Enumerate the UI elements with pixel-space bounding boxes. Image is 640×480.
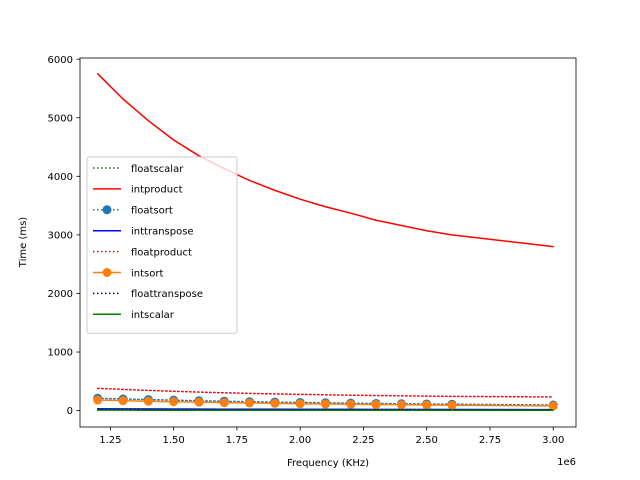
data-point-intsort-11 [371, 400, 381, 410]
legend-item-intscalar: intscalar [93, 310, 175, 321]
data-point-intsort-12 [396, 400, 406, 410]
legend-label-floattranspose: floattranspose [131, 289, 203, 300]
series-floatproduct [96, 387, 554, 398]
y-tick-label: 0 [67, 406, 73, 417]
legend-marker-intsort [102, 268, 112, 277]
legend-item-floatproduct: floatproduct [93, 247, 192, 258]
legend-label-intproduct: intproduct [131, 185, 183, 196]
series-line-intproduct [96, 73, 554, 248]
data-point-intsort-3 [169, 397, 179, 407]
x-tick-label: 2.50 [416, 435, 438, 446]
legend-item-floatscalar: floatscalar [93, 164, 184, 175]
x-tick-label: 1.75 [226, 435, 248, 446]
series-layer [93, 73, 558, 412]
legend-item-inttranspose: inttranspose [93, 227, 194, 238]
data-point-intsort-9 [320, 399, 330, 409]
y-axis: 0 1000 2000 3000 4000 5000 6000 [48, 55, 80, 417]
series-intsort [93, 395, 558, 411]
x-tick-label: 2.25 [352, 435, 374, 446]
legend-label-floatsort: floatsort [131, 206, 173, 217]
legend-item-intproduct: intproduct [93, 185, 183, 196]
legend-label-intscalar: intscalar [131, 310, 175, 321]
legend-label-intsort: intsort [131, 268, 163, 279]
data-point-intsort-5 [219, 398, 229, 408]
y-tick-label: 1000 [48, 348, 73, 359]
x-tick-label: 1.25 [99, 435, 121, 446]
legend-label-floatproduct: floatproduct [131, 247, 192, 258]
data-point-intsort-4 [194, 397, 204, 407]
y-tick-label: 4000 [48, 172, 73, 183]
legend-item-floatsort: floatsort [93, 205, 173, 217]
y-axis-label: Time (ms) [18, 217, 29, 269]
x-axis-offset-label: 1e6 [557, 457, 576, 468]
x-tick-label: 3.00 [542, 435, 564, 446]
legend-label-floatscalar: floatscalar [131, 164, 184, 175]
data-point-intsort-14 [447, 400, 457, 410]
data-point-intsort-10 [346, 399, 356, 409]
data-point-intsort-6 [245, 398, 255, 408]
data-point-intsort-7 [270, 398, 280, 408]
legend-item-floattranspose: floattranspose [93, 289, 203, 300]
series-intproduct [96, 73, 554, 248]
data-point-intsort-15 [548, 401, 558, 411]
data-point-intsort-1 [118, 396, 128, 406]
legend: floatscalar intproduct floatsort inttranspo… [86, 156, 238, 334]
y-tick-label: 2000 [48, 289, 73, 300]
series-line-intsort [96, 399, 554, 407]
legend-label-inttranspose: inttranspose [131, 227, 194, 238]
legend-marker-floatsort [102, 205, 112, 215]
data-point-intsort-2 [143, 396, 153, 406]
legend-item-intsort: intsort [93, 268, 163, 279]
legend-box [86, 156, 238, 334]
plot-frame [79, 57, 577, 428]
x-tick-label: 2.75 [479, 435, 501, 446]
data-point-intsort-13 [422, 400, 432, 410]
series-line-floatsort [96, 397, 554, 406]
y-tick-label: 3000 [48, 230, 73, 241]
x-tick-label: 1.50 [162, 435, 184, 446]
data-point-intsort-8 [295, 399, 305, 409]
y-tick-label: 5000 [48, 113, 73, 124]
series-line-floatproduct [96, 387, 554, 398]
x-axis-label: Frequency (KHz) [287, 458, 369, 469]
y-tick-label: 6000 [48, 55, 73, 66]
data-point-intsort-0 [93, 395, 103, 405]
x-tick-label: 2.00 [289, 435, 311, 446]
x-axis: 1.25 1.50 1.75 2.00 2.25 2.50 2.75 3.00 [99, 427, 564, 446]
